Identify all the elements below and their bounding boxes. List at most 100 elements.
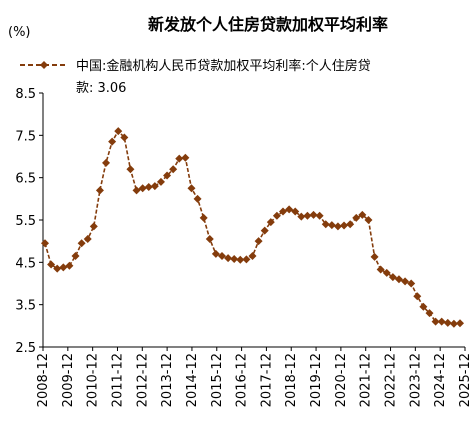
data-point — [114, 127, 123, 136]
y-tick-label: 4.5 — [15, 256, 36, 271]
x-tick-label: 2009-12 — [61, 353, 76, 407]
data-point — [437, 317, 446, 326]
data-point — [260, 226, 269, 235]
data-point — [211, 249, 220, 258]
series-line-group — [44, 129, 461, 325]
data-point — [382, 268, 391, 277]
data-point — [346, 220, 355, 229]
unit-label: (%) — [8, 25, 31, 40]
data-point — [309, 210, 318, 219]
data-point — [187, 184, 196, 193]
data-point — [394, 275, 403, 284]
x-tick-label: 2010-12 — [86, 353, 101, 407]
data-point — [291, 207, 300, 216]
legend-label-line1: 中国:金融机构人民币贷款加权平均利率:个人住房贷 — [76, 58, 371, 74]
legend: 中国:金融机构人民币贷款加权平均利率:个人住房贷 款: 3.06 — [20, 58, 371, 96]
data-point — [419, 302, 428, 311]
data-point — [47, 260, 56, 269]
data-point — [401, 277, 410, 286]
data-point — [205, 235, 214, 244]
x-tick-label: 2014-12 — [185, 353, 200, 407]
data-point — [108, 137, 117, 146]
data-point — [266, 218, 275, 227]
y-axis-ticks: 2.5 3.5 4.5 5.5 6.5 7.5 8.5 — [15, 87, 43, 356]
series-line — [44, 129, 461, 325]
data-point — [370, 252, 379, 261]
data-point — [327, 221, 336, 230]
data-point — [41, 239, 49, 248]
data-point — [315, 211, 324, 220]
axes — [42, 93, 465, 348]
data-point — [175, 154, 184, 163]
data-point — [413, 292, 422, 301]
data-point — [358, 210, 367, 219]
data-point — [95, 186, 104, 195]
data-point — [254, 237, 263, 246]
x-tick-label: 2015-12 — [210, 353, 225, 407]
x-tick-label: 2013-12 — [160, 353, 175, 407]
data-point — [224, 254, 233, 263]
x-tick-label: 2016-12 — [235, 353, 250, 407]
data-point — [181, 153, 190, 162]
x-tick-label: 2019-12 — [309, 353, 324, 407]
data-point — [132, 186, 141, 195]
data-point — [144, 182, 153, 191]
data-point — [248, 251, 257, 260]
series-markers-group — [41, 127, 464, 328]
data-point — [138, 184, 147, 193]
data-point — [59, 263, 68, 272]
data-point — [376, 265, 385, 274]
data-point — [230, 254, 239, 263]
data-point — [285, 205, 294, 214]
x-tick-label: 2025-12 — [458, 353, 473, 407]
legend-marker — [40, 61, 48, 69]
data-point — [388, 273, 397, 282]
data-point — [163, 171, 172, 180]
data-point — [333, 222, 342, 231]
data-point — [456, 319, 464, 328]
x-tick-label: 2017-12 — [259, 353, 274, 407]
data-point — [242, 255, 251, 264]
data-point — [425, 309, 434, 318]
data-point — [303, 211, 312, 220]
data-point — [449, 319, 458, 328]
data-point — [236, 255, 245, 264]
data-point — [297, 212, 306, 221]
x-tick-label: 2020-12 — [334, 353, 349, 407]
data-point — [340, 221, 349, 230]
x-tick-label: 2023-12 — [408, 353, 423, 407]
y-tick-label: 2.5 — [15, 341, 36, 356]
data-point — [169, 165, 178, 174]
data-point — [150, 182, 159, 191]
y-tick-label: 6.5 — [15, 172, 36, 187]
chart-title: 新发放个人住房贷款加权平均利率 — [148, 15, 388, 34]
x-axis-ticks: 2008-12 2009-12 2010-12 2011-12 2012-12 2013-… — [36, 347, 473, 407]
data-point — [120, 133, 129, 142]
data-point — [443, 318, 452, 327]
data-point — [364, 216, 373, 224]
data-point — [156, 177, 165, 186]
data-point — [352, 213, 361, 222]
y-tick-label: 8.5 — [15, 87, 36, 102]
data-point — [199, 213, 208, 222]
data-point — [407, 279, 416, 288]
data-point — [53, 264, 62, 273]
x-tick-label: 2018-12 — [284, 353, 299, 407]
data-point — [272, 211, 281, 220]
x-tick-label: 2021-12 — [359, 353, 374, 407]
legend-label-line2: 款: 3.06 — [76, 81, 126, 96]
x-tick-label: 2012-12 — [135, 353, 150, 407]
data-point — [71, 251, 80, 260]
y-tick-label: 3.5 — [15, 299, 36, 314]
data-point — [193, 194, 202, 203]
x-tick-label: 2011-12 — [110, 353, 125, 407]
x-tick-label: 2024-12 — [433, 353, 448, 407]
x-tick-label: 2008-12 — [36, 353, 51, 407]
data-point — [126, 165, 135, 174]
data-point — [89, 222, 98, 231]
data-point — [102, 158, 111, 167]
y-tick-label: 5.5 — [15, 214, 36, 229]
x-tick-label: 2022-12 — [384, 353, 399, 407]
data-point — [217, 251, 226, 260]
